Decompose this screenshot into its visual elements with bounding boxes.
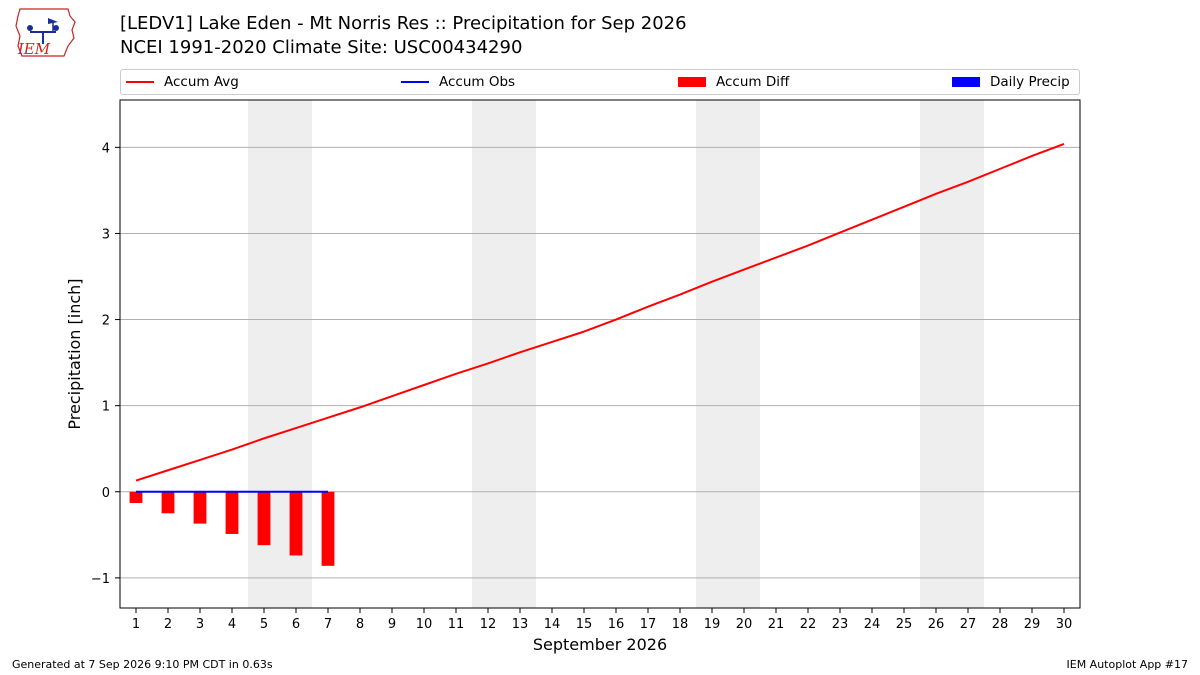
accum-diff-bar-day-3 bbox=[193, 491, 207, 524]
chart-subtitle: NCEI 1991-2020 Climate Site: USC00434290 bbox=[120, 37, 523, 58]
accum-diff-bar-day-4 bbox=[225, 491, 239, 534]
x-tick-label-12: 12 bbox=[480, 617, 497, 632]
legend-label-accum-obs: Accum Obs bbox=[439, 74, 516, 90]
weekend-band-2 bbox=[472, 100, 536, 608]
x-tick-label-8: 8 bbox=[356, 617, 364, 632]
x-tick-label-28: 28 bbox=[992, 617, 1009, 632]
y-tick-label-4: 4 bbox=[102, 141, 110, 156]
x-tick-label-25: 25 bbox=[896, 617, 913, 632]
x-tick-label-2: 2 bbox=[164, 617, 172, 632]
x-tick-label-6: 6 bbox=[292, 617, 300, 632]
x-tick-label-13: 13 bbox=[512, 617, 529, 632]
accum-diff-bar-day-5 bbox=[257, 491, 271, 546]
x-tick-label-27: 27 bbox=[960, 617, 977, 632]
y-axis-label: Precipitation [inch] bbox=[65, 278, 84, 429]
legend-item-accum-avg: Accum Avg bbox=[126, 70, 239, 94]
x-tick-label-7: 7 bbox=[324, 617, 332, 632]
legend-item-accum-obs: Accum Obs bbox=[401, 70, 515, 94]
x-tick-label-15: 15 bbox=[576, 617, 593, 632]
legend-swatch-accum-avg bbox=[126, 81, 154, 83]
legend-swatch-daily-precip bbox=[952, 77, 980, 87]
series-lines bbox=[135, 142, 1065, 493]
x-tick-label-20: 20 bbox=[736, 617, 753, 632]
x-tick-label-5: 5 bbox=[260, 617, 268, 632]
plot-frame bbox=[119, 99, 1081, 609]
y-gridlines bbox=[120, 146, 1080, 579]
accum-diff-bar-day-6 bbox=[289, 491, 303, 556]
x-axis-ticks: 1 2 3 4 5 6 7 8 9 10 11 12 13 14 15 16 17 18 19 20 21 22 23 24 2… bbox=[132, 608, 1072, 632]
x-tick-label-16: 16 bbox=[608, 617, 625, 632]
x-tick-label-1: 1 bbox=[132, 617, 140, 632]
legend-item-accum-diff: Accum Diff bbox=[678, 70, 789, 94]
y-tick-label-3: 3 bbox=[102, 227, 110, 242]
weekend-band-3 bbox=[696, 100, 760, 608]
weekend-band-4 bbox=[920, 100, 984, 608]
x-tick-label-17: 17 bbox=[640, 617, 657, 632]
x-axis-label: September 2026 bbox=[533, 635, 667, 654]
accum-diff-bar-day-2 bbox=[161, 491, 175, 514]
x-tick-label-11: 11 bbox=[448, 617, 465, 632]
y-axis-ticks: −1 0 1 2 3 4 bbox=[91, 141, 120, 587]
x-tick-label-26: 26 bbox=[928, 617, 945, 632]
x-tick-label-18: 18 bbox=[672, 617, 689, 632]
x-tick-label-3: 3 bbox=[196, 617, 204, 632]
legend: Accum Avg Accum Obs Accum Diff Daily Pre… bbox=[120, 69, 1080, 95]
weekend-band-1 bbox=[248, 100, 312, 608]
accum-avg-line bbox=[135, 142, 1065, 482]
legend-label-daily-precip: Daily Precip bbox=[990, 74, 1070, 90]
x-tick-label-21: 21 bbox=[768, 617, 785, 632]
x-tick-label-30: 30 bbox=[1056, 617, 1073, 632]
app-label: IEM Autoplot App #17 bbox=[1066, 658, 1189, 671]
iem-logo: IEM bbox=[15, 8, 76, 58]
x-tick-label-29: 29 bbox=[1024, 617, 1041, 632]
x-tick-label-10: 10 bbox=[416, 617, 433, 632]
y-tick-label--1: −1 bbox=[91, 572, 110, 587]
legend-label-accum-avg: Accum Avg bbox=[164, 74, 239, 90]
accum-diff-bars bbox=[129, 491, 335, 566]
chart-title: [LEDV1] Lake Eden - Mt Norris Res :: Pre… bbox=[120, 13, 687, 34]
legend-item-daily-precip: Daily Precip bbox=[952, 70, 1070, 94]
y-tick-label-0: 0 bbox=[102, 486, 110, 501]
accum-diff-bar-day-1 bbox=[129, 491, 143, 503]
x-tick-label-19: 19 bbox=[704, 617, 721, 632]
legend-label-accum-diff: Accum Diff bbox=[716, 74, 790, 90]
x-tick-label-22: 22 bbox=[800, 617, 817, 632]
logo-text: IEM bbox=[17, 40, 51, 58]
legend-swatch-accum-obs bbox=[401, 81, 429, 83]
y-tick-label-2: 2 bbox=[102, 314, 110, 329]
x-tick-label-4: 4 bbox=[228, 617, 236, 632]
legend-swatch-accum-diff bbox=[678, 77, 706, 87]
x-tick-label-14: 14 bbox=[544, 617, 561, 632]
accum-diff-bar-day-7 bbox=[321, 491, 335, 566]
generated-timestamp: Generated at 7 Sep 2026 9:10 PM CDT in 0… bbox=[12, 658, 273, 671]
weekend-shading bbox=[248, 100, 984, 608]
x-tick-label-9: 9 bbox=[388, 617, 396, 632]
y-tick-label-1: 1 bbox=[102, 400, 110, 415]
x-tick-label-24: 24 bbox=[864, 617, 881, 632]
x-tick-label-23: 23 bbox=[832, 617, 849, 632]
